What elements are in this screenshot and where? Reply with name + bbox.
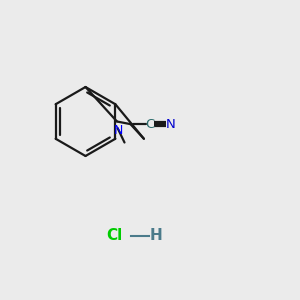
Text: N: N: [114, 124, 123, 137]
Text: N: N: [166, 118, 176, 130]
Text: C: C: [145, 118, 154, 130]
Text: H: H: [150, 228, 162, 243]
Text: Cl: Cl: [106, 228, 122, 243]
